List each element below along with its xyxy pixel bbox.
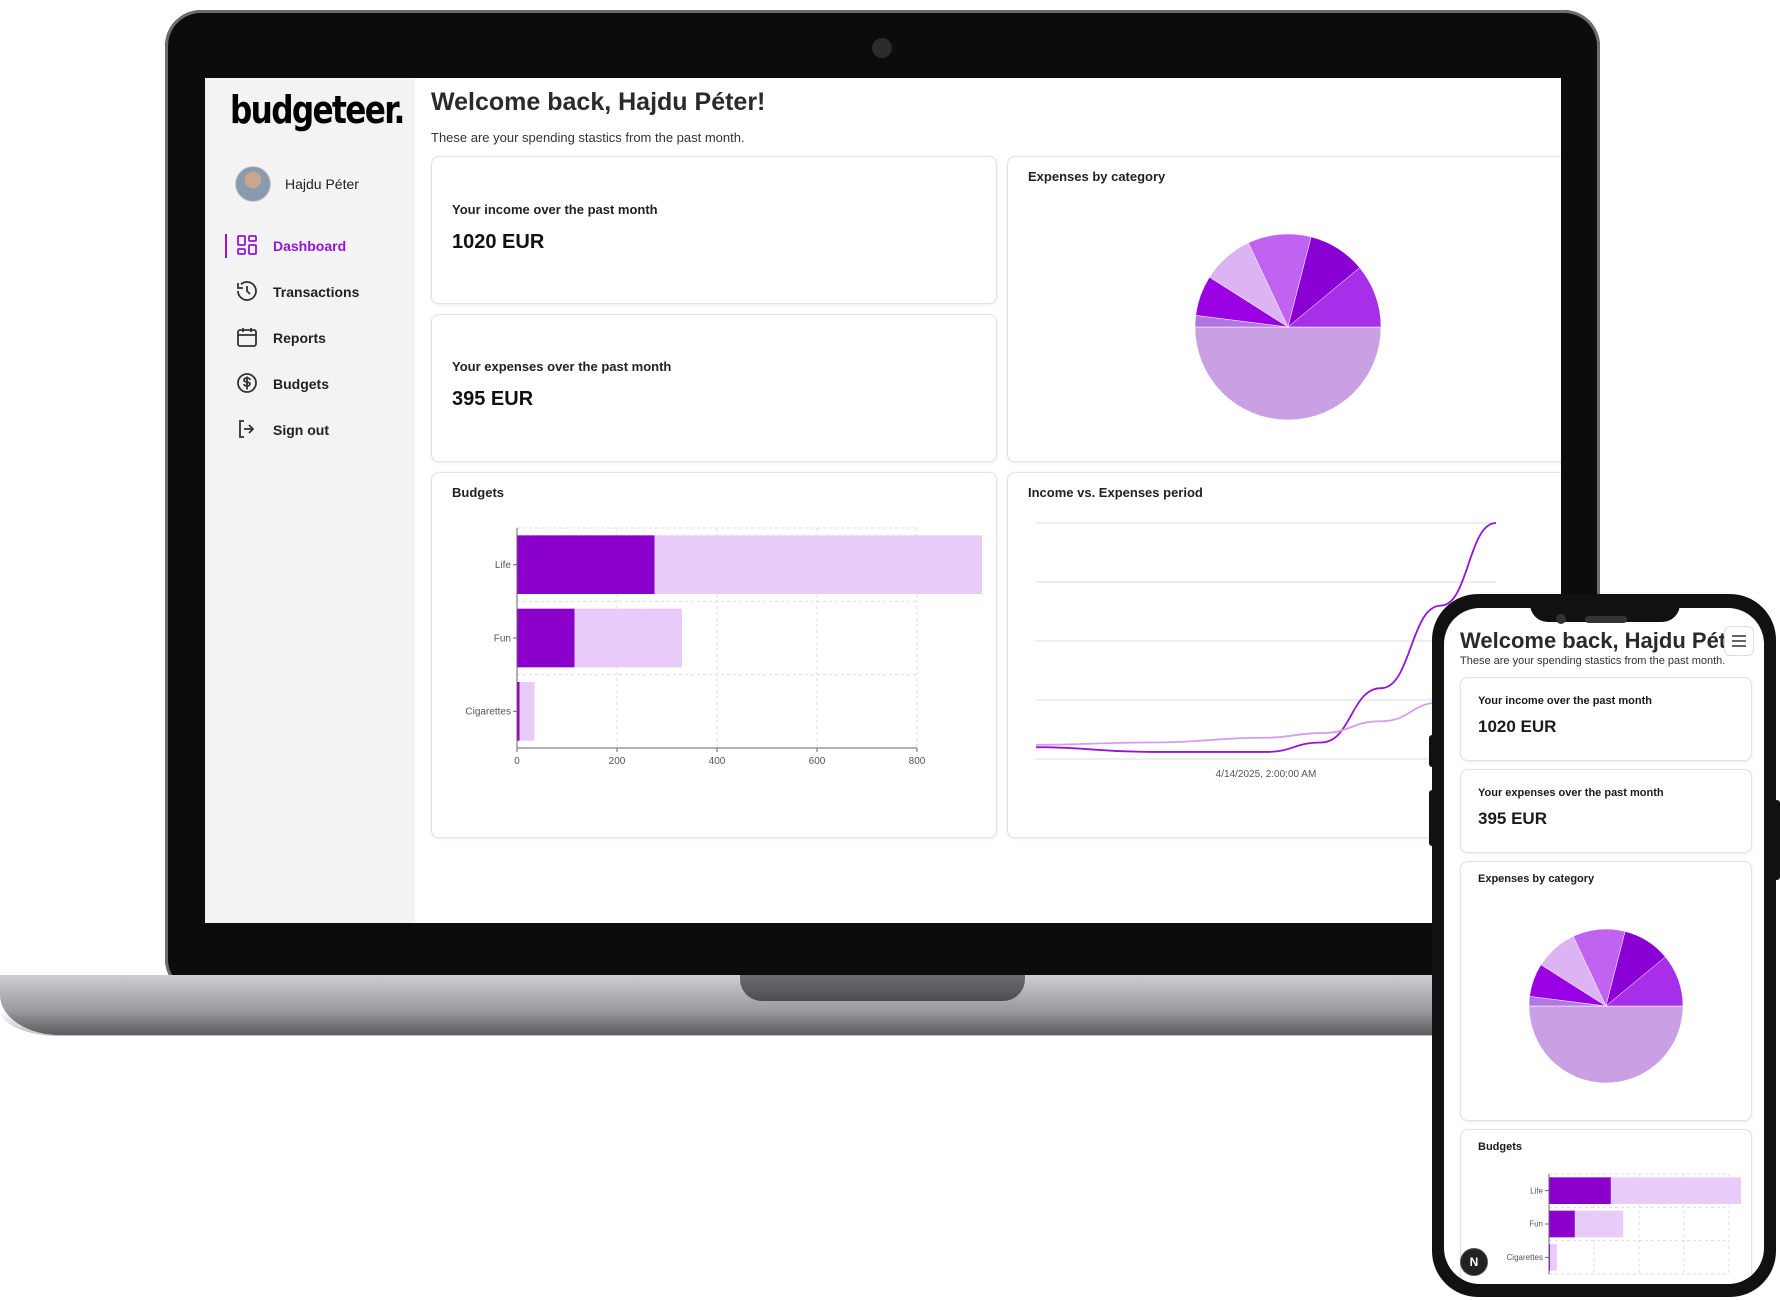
mobile-income-card: Your income over the past month 1020 EUR bbox=[1460, 677, 1752, 761]
bar-category-label: Life bbox=[495, 560, 512, 571]
avatar bbox=[235, 166, 271, 202]
x-tick-label: 800 bbox=[909, 756, 926, 767]
bar-category-label: Cigarettes bbox=[465, 707, 511, 718]
bar-category-label: Cigarettes bbox=[1507, 1253, 1543, 1262]
bar[interactable] bbox=[1549, 1244, 1551, 1271]
income-card: Your income over the past month 1020 EUR bbox=[431, 156, 997, 304]
mobile-expenses-label: Your expenses over the past month bbox=[1478, 787, 1664, 799]
dashboard-main: Welcome back, Hajdu Péter! These are you… bbox=[425, 78, 1561, 923]
bar-category-label: Life bbox=[1530, 1186, 1543, 1195]
pie-slice[interactable] bbox=[1287, 267, 1382, 328]
expenses-card: Your expenses over the past month 395 EU… bbox=[431, 314, 997, 462]
bar[interactable] bbox=[574, 608, 683, 668]
mobile-income-value: 1020 EUR bbox=[1478, 717, 1557, 736]
expenses-value: 395 EUR bbox=[452, 388, 534, 410]
dollar-circle-icon bbox=[235, 371, 259, 398]
mobile-page-title: Welcome back, Hajdu Pét bbox=[1460, 628, 1727, 653]
laptop-hinge-notch bbox=[740, 975, 1025, 1001]
brand-logo[interactable]: budgeteer. bbox=[230, 88, 405, 132]
sidebar-item-budgets[interactable]: Budgets bbox=[227, 361, 359, 407]
mobile-pie-chart-card: Expenses by category bbox=[1460, 861, 1752, 1121]
mobile-expenses-card: Your expenses over the past month 395 EU… bbox=[1460, 769, 1752, 853]
sidebar-item-label: Sign out bbox=[273, 422, 329, 438]
hamburger-icon[interactable] bbox=[1724, 626, 1754, 656]
expenses-pie-chart bbox=[1194, 233, 1382, 421]
phone-side-button bbox=[1429, 790, 1435, 846]
bar[interactable] bbox=[1550, 1244, 1557, 1271]
mobile-expenses-pie-chart bbox=[1528, 928, 1684, 1084]
laptop-screen: budgeteer. Hajdu Péter Dashboard Transac… bbox=[205, 78, 1561, 923]
pie-chart-title: Expenses by category bbox=[1028, 169, 1166, 184]
laptop-camera bbox=[872, 38, 892, 58]
history-icon bbox=[235, 279, 259, 306]
dashboard-grid-icon bbox=[235, 233, 259, 260]
sidebar-item-sign-out[interactable]: Sign out bbox=[227, 407, 359, 453]
mobile-budgets-card: Budgets Life Fun Cigarettes bbox=[1460, 1129, 1752, 1284]
pie-slice[interactable] bbox=[1194, 326, 1382, 421]
page-subtitle: These are your spending stastics from th… bbox=[431, 130, 745, 145]
income-label: Your income over the past month bbox=[452, 202, 658, 217]
budgets-title: Budgets bbox=[452, 485, 504, 500]
mobile-budgets-bar-chart: Life Fun Cigarettes bbox=[1507, 1173, 1741, 1275]
pie-slice[interactable] bbox=[1605, 956, 1684, 1007]
x-tick-label: 200 bbox=[609, 756, 626, 767]
bar[interactable] bbox=[1549, 1177, 1611, 1204]
dev-badge[interactable]: N bbox=[1460, 1248, 1488, 1276]
x-tick-label: 4/14/2025, 2:00:00 AM bbox=[1216, 769, 1317, 780]
phone-front-camera bbox=[1556, 614, 1566, 624]
income-value: 1020 EUR bbox=[452, 231, 545, 253]
bar[interactable] bbox=[519, 682, 535, 741]
page-title: Welcome back, Hajdu Péter! bbox=[431, 88, 766, 116]
line-chart-title: Income vs. Expenses period bbox=[1028, 485, 1203, 500]
bar-category-label: Fun bbox=[494, 633, 511, 644]
sidebar-item-label: Transactions bbox=[273, 284, 360, 300]
sidebar-item-transactions[interactable]: Transactions bbox=[227, 269, 359, 315]
sidebar: budgeteer. Hajdu Péter Dashboard Transac… bbox=[205, 78, 415, 923]
bar[interactable] bbox=[1574, 1210, 1624, 1238]
sidebar-nav: Dashboard Transactions Reports Budgets S… bbox=[224, 223, 359, 453]
sidebar-item-label: Budgets bbox=[273, 376, 329, 392]
budgets-card: Budgets Life Fun Cigarettes 0 200 400 600 800 bbox=[431, 472, 997, 838]
sidebar-item-label: Reports bbox=[273, 330, 326, 346]
bar[interactable] bbox=[517, 682, 520, 741]
bar[interactable] bbox=[517, 535, 655, 594]
line-series[interactable] bbox=[1035, 522, 1497, 753]
calendar-icon bbox=[235, 325, 259, 352]
pie-chart-card: Expenses by category bbox=[1007, 156, 1561, 462]
mobile-pie-title: Expenses by category bbox=[1478, 873, 1595, 885]
phone-power-button bbox=[1774, 800, 1780, 880]
user-profile[interactable]: Hajdu Péter bbox=[235, 166, 359, 202]
expenses-label: Your expenses over the past month bbox=[452, 359, 672, 374]
bar-category-label: Fun bbox=[1529, 1220, 1543, 1229]
phone-side-button bbox=[1429, 735, 1435, 767]
mobile-budgets-title: Budgets bbox=[1478, 1141, 1522, 1153]
bar[interactable] bbox=[1610, 1177, 1741, 1204]
mobile-page-subtitle: These are your spending stastics from th… bbox=[1460, 655, 1726, 667]
bar[interactable] bbox=[517, 608, 575, 668]
sign-out-icon bbox=[235, 417, 259, 444]
mobile-expenses-value: 395 EUR bbox=[1478, 809, 1547, 828]
sidebar-item-reports[interactable]: Reports bbox=[227, 315, 359, 361]
user-name: Hajdu Péter bbox=[285, 176, 359, 192]
sidebar-item-dashboard[interactable]: Dashboard bbox=[224, 223, 359, 269]
phone-speaker bbox=[1585, 616, 1627, 623]
laptop-base-shadow bbox=[0, 1010, 1560, 1036]
bar[interactable] bbox=[1549, 1210, 1575, 1238]
line-series[interactable] bbox=[1035, 675, 1497, 746]
budgets-bar-chart: Life Fun Cigarettes 0 200 400 600 800 bbox=[465, 527, 983, 767]
pie-slice[interactable] bbox=[1528, 1005, 1684, 1084]
x-tick-label: 400 bbox=[709, 756, 726, 767]
sidebar-item-label: Dashboard bbox=[273, 238, 347, 254]
x-tick-label: 600 bbox=[809, 756, 826, 767]
phone-screen: Welcome back, Hajdu Pét These are your s… bbox=[1444, 608, 1764, 1284]
bar[interactable] bbox=[654, 535, 983, 594]
x-tick-label: 0 bbox=[514, 756, 520, 767]
mobile-income-label: Your income over the past month bbox=[1478, 695, 1652, 707]
